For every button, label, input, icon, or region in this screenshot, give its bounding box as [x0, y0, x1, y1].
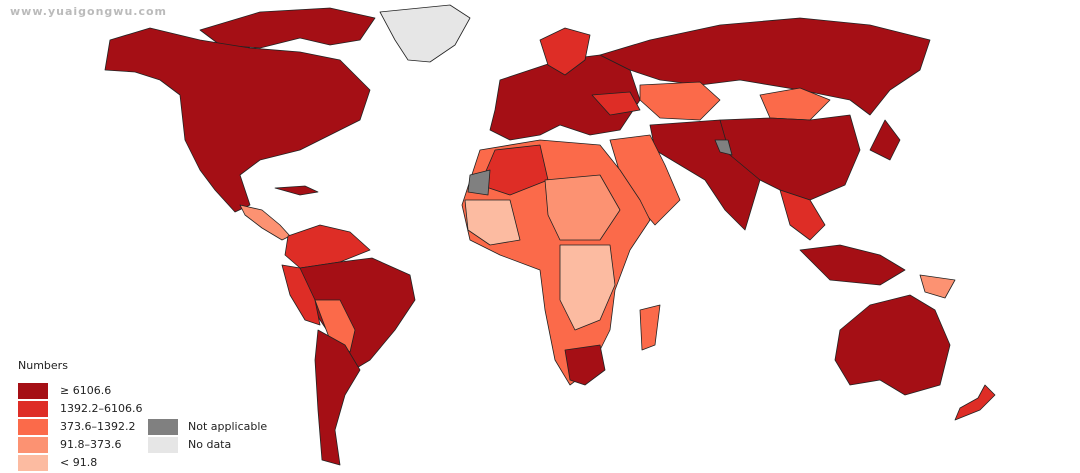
country	[274, 185, 319, 196]
country	[714, 139, 733, 156]
country	[834, 294, 951, 396]
country	[799, 244, 906, 286]
country	[104, 27, 371, 213]
countries	[104, 4, 996, 466]
country	[239, 204, 291, 241]
legend-label: Not applicable	[188, 420, 267, 433]
country	[869, 119, 901, 161]
legend-label: ≥ 6106.6	[60, 384, 111, 397]
country	[539, 27, 591, 76]
legend-label: 91.8–373.6	[60, 438, 121, 451]
country	[284, 224, 371, 269]
legend-swatch	[18, 419, 48, 435]
watermark: www.yuaigongwu.com	[10, 5, 167, 18]
country	[281, 264, 321, 326]
country	[639, 81, 721, 121]
country	[599, 17, 931, 116]
country	[564, 344, 606, 386]
country	[639, 304, 661, 351]
legend-swatch	[148, 419, 178, 435]
country	[199, 7, 376, 49]
legend-swatch	[18, 455, 48, 471]
country	[314, 329, 361, 466]
legend-swatch	[18, 401, 48, 417]
country	[379, 4, 471, 63]
country	[759, 87, 831, 121]
country	[467, 169, 491, 196]
country	[649, 119, 761, 231]
legend-swatch	[18, 383, 48, 399]
country	[779, 189, 826, 241]
country	[919, 274, 956, 299]
country	[954, 384, 996, 421]
country	[544, 174, 621, 241]
legend-label: < 91.8	[60, 456, 97, 469]
country	[314, 299, 356, 353]
legend: Numbers ≥ 6106.6 1392.2–6106.6 373.6–1392.…	[18, 359, 267, 471]
legend-label: 373.6–1392.2	[60, 420, 135, 433]
legend-label: 1392.2–6106.6	[60, 402, 142, 415]
country	[559, 244, 616, 331]
legend-label: No data	[188, 438, 231, 451]
country	[464, 199, 521, 246]
legend-swatch	[18, 437, 48, 453]
legend-title: Numbers	[18, 359, 68, 372]
legend-swatch	[148, 437, 178, 453]
country	[591, 91, 641, 116]
